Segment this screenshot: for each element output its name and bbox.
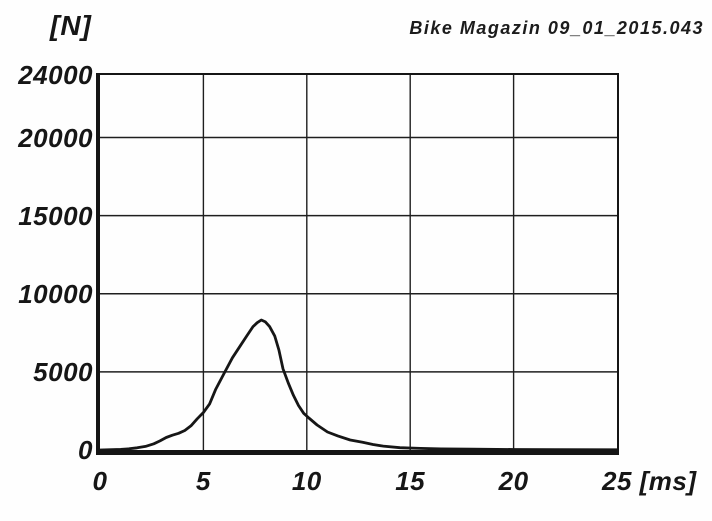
- plot-area: [96, 73, 619, 455]
- x-tick-label: 15: [395, 466, 426, 496]
- series-line: [100, 318, 617, 450]
- x-tick-label: 10: [291, 466, 322, 496]
- y-tick-label: 10000: [18, 278, 93, 309]
- y-tick-label: 24000: [18, 60, 93, 90]
- x-tick-label: 20: [498, 466, 529, 496]
- x-tick-label: 0: [92, 466, 108, 496]
- y-tick-label: 15000: [18, 200, 93, 231]
- y-tick-label: 5000: [33, 356, 93, 387]
- force-vs-time-curve: [100, 75, 617, 450]
- y-axis-unit-label: [N]: [50, 10, 92, 41]
- x-tick-label: 5: [195, 466, 211, 496]
- x-tick-label-with-unit: 25 [ms]: [602, 466, 697, 496]
- chart-title: Bike Magazin 09_01_2015.043: [409, 18, 704, 38]
- y-tick-label: 20000: [18, 122, 93, 153]
- y-tick-label: 0: [78, 435, 93, 465]
